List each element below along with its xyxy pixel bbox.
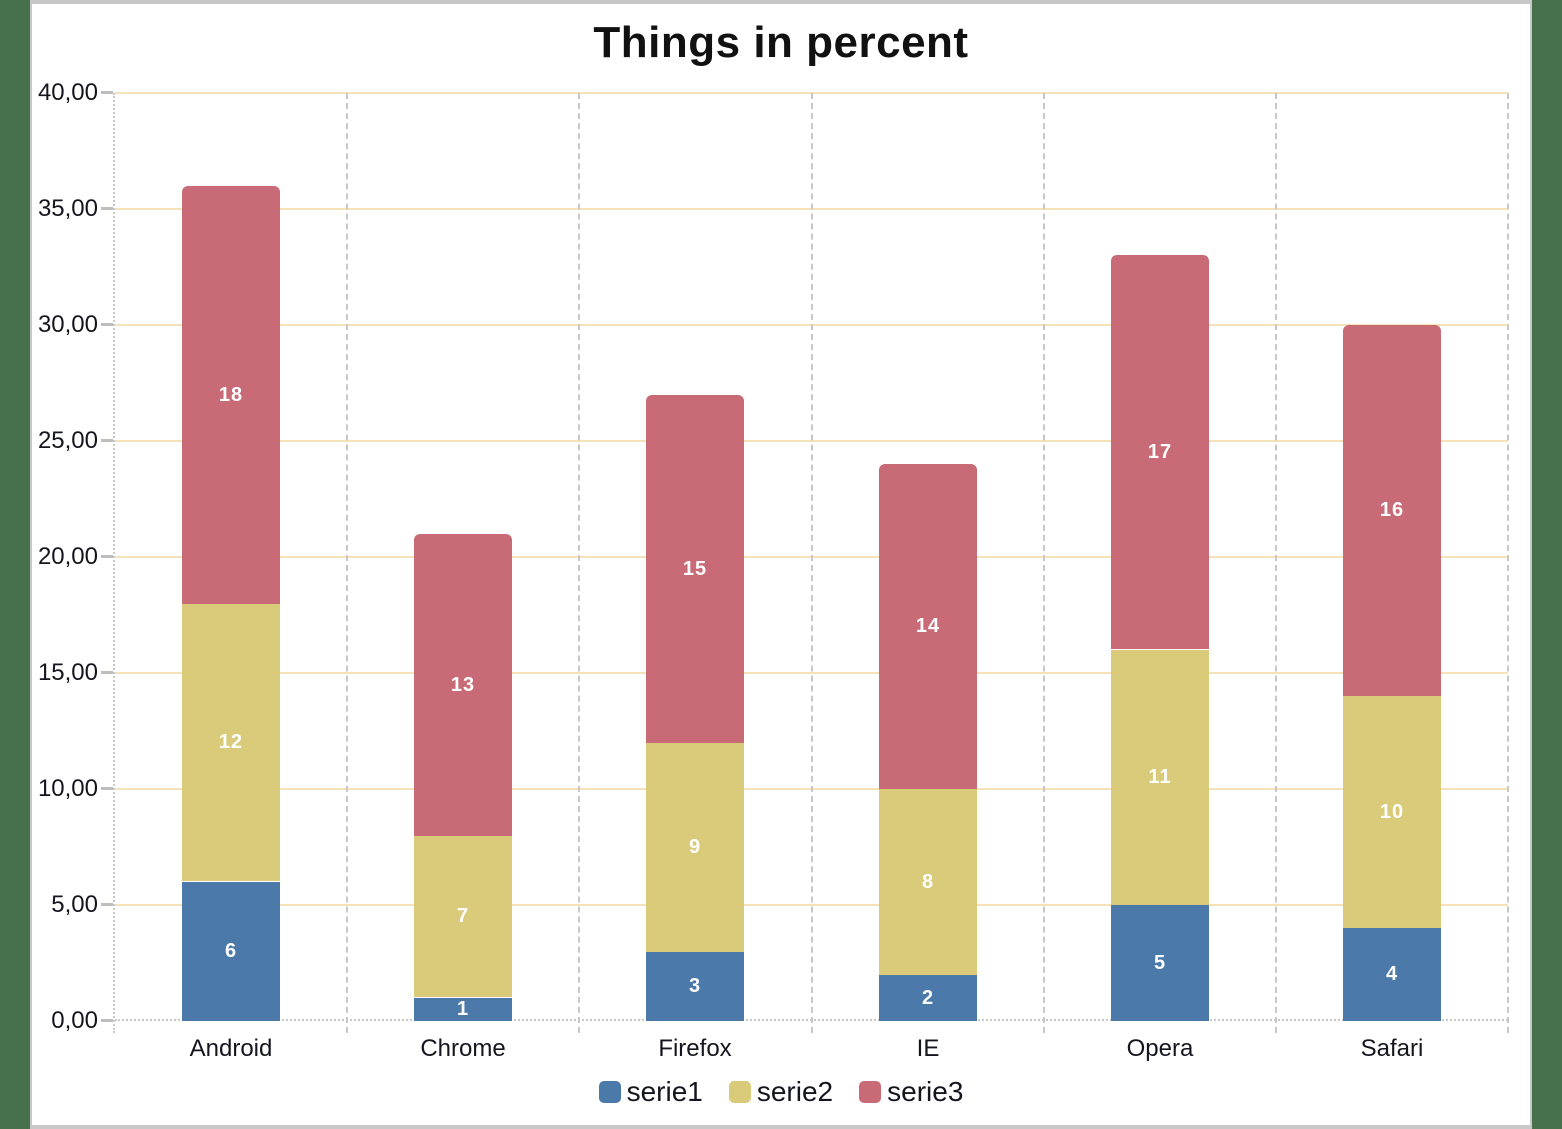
- legend-item-serie2: serie2: [728, 1076, 834, 1108]
- bar-value-label: 4: [1385, 963, 1399, 985]
- bar-value-label: 17: [1147, 440, 1173, 463]
- bar-segment-serie1-opera: 5: [1111, 905, 1209, 1021]
- stacked-bar-chart: Things in percent serie1 serie2 serie3 0…: [32, 4, 1530, 1125]
- y-axis-label: 35,00: [37, 195, 98, 222]
- y-axis-tick: [101, 555, 113, 558]
- y-axis-tick: [101, 1019, 113, 1022]
- bar-value-label: 6: [224, 940, 238, 962]
- legend-swatch-serie1: [598, 1081, 621, 1103]
- legend-label-serie3: serie3: [887, 1076, 964, 1107]
- legend-label-serie2: serie2: [756, 1076, 834, 1107]
- legend-swatch-serie3: [859, 1081, 882, 1103]
- y-axis-tick: [101, 903, 113, 906]
- bar-segment-serie1-safari: 4: [1343, 928, 1441, 1021]
- y-axis-tick: [101, 787, 113, 790]
- bar-value-label: 15: [682, 557, 708, 580]
- bar-value-label: 12: [218, 730, 244, 753]
- bar-value-label: 7: [456, 904, 470, 927]
- chart-title: Things in percent: [593, 18, 969, 67]
- y-axis-tick: [101, 671, 113, 674]
- legend-swatch-serie2: [728, 1081, 751, 1103]
- y-axis-label: 20,00: [37, 543, 98, 570]
- bar-segment-serie3-firefox: 15: [646, 395, 744, 743]
- bar-segment-serie1-firefox: 3: [646, 951, 744, 1021]
- bar-value-label: 13: [450, 673, 476, 696]
- bar-value-label: 2: [921, 986, 935, 1009]
- x-axis-line: [115, 1019, 1508, 1021]
- legend-item-serie1: serie1: [598, 1076, 703, 1108]
- y-axis-tick: [101, 323, 113, 326]
- gridline-vertical-dashed: [1507, 93, 1509, 1033]
- bar-value-label: 14: [915, 615, 941, 637]
- bar-value-label: 8: [921, 870, 935, 893]
- bar-segment-serie3-chrome: 13: [414, 534, 512, 836]
- bar-value-label: 16: [1379, 499, 1405, 521]
- bar-segment-serie2-safari: 10: [1343, 696, 1441, 928]
- bar-value-label: 9: [688, 836, 702, 858]
- y-axis-label: 15,00: [37, 659, 98, 686]
- bar-segment-serie2-android: 12: [182, 603, 280, 881]
- y-axis-label: 0,00: [51, 1007, 98, 1034]
- legend-label-serie1: serie1: [626, 1076, 703, 1107]
- chart-panel: Things in percent serie1 serie2 serie3 0…: [30, 0, 1532, 1129]
- bar-segment-serie1-android: 6: [182, 882, 280, 1021]
- bar-segment-serie2-opera: 11: [1111, 650, 1209, 905]
- category-label-ie: IE: [916, 1035, 940, 1062]
- bar-segment-serie3-android: 18: [182, 186, 280, 604]
- category-label-safari: Safari: [1360, 1035, 1424, 1062]
- y-axis-label: 5,00: [51, 891, 98, 918]
- bar-segment-serie1-chrome: 1: [414, 998, 512, 1021]
- bar-value-label: 3: [688, 974, 702, 997]
- gridline-vertical-dashed: [811, 93, 813, 1033]
- category-label-firefox: Firefox: [658, 1035, 732, 1062]
- category-label-opera: Opera: [1126, 1035, 1194, 1062]
- y-axis-tick: [101, 91, 113, 94]
- bar-value-label: 18: [218, 383, 244, 406]
- y-axis-line: [113, 93, 115, 1033]
- category-label-chrome: Chrome: [420, 1035, 506, 1062]
- bar-segment-serie2-firefox: 9: [646, 743, 744, 952]
- bar-segment-serie1-ie: 2: [879, 975, 977, 1021]
- category-label-android: Android: [189, 1035, 273, 1062]
- bar-segment-serie2-ie: 8: [879, 789, 977, 975]
- bar-value-label: 10: [1379, 800, 1405, 823]
- bar-value-label: 5: [1153, 951, 1167, 974]
- y-axis-label: 30,00: [37, 311, 98, 338]
- gridline-vertical-dashed: [1275, 93, 1277, 1033]
- y-axis-label: 25,00: [37, 427, 98, 454]
- legend-item-serie3: serie3: [859, 1076, 963, 1108]
- bar-segment-serie3-ie: 14: [879, 464, 977, 789]
- y-axis-label: 40,00: [37, 79, 98, 106]
- bar-segment-serie3-opera: 17: [1111, 255, 1209, 649]
- bar-segment-serie3-safari: 16: [1343, 325, 1441, 696]
- bar-segment-serie2-chrome: 7: [414, 835, 512, 997]
- gridline-vertical-dashed: [1043, 93, 1045, 1033]
- chart-legend: serie1 serie2 serie3: [32, 1076, 1530, 1108]
- bar-value-label: 11: [1148, 766, 1172, 788]
- y-axis-label: 10,00: [37, 775, 98, 802]
- gridline-vertical-dashed: [578, 93, 580, 1033]
- gridline-vertical-dashed: [346, 93, 348, 1033]
- y-axis-tick: [101, 207, 113, 210]
- y-axis-tick: [101, 439, 113, 442]
- bar-value-label: 1: [456, 998, 470, 1020]
